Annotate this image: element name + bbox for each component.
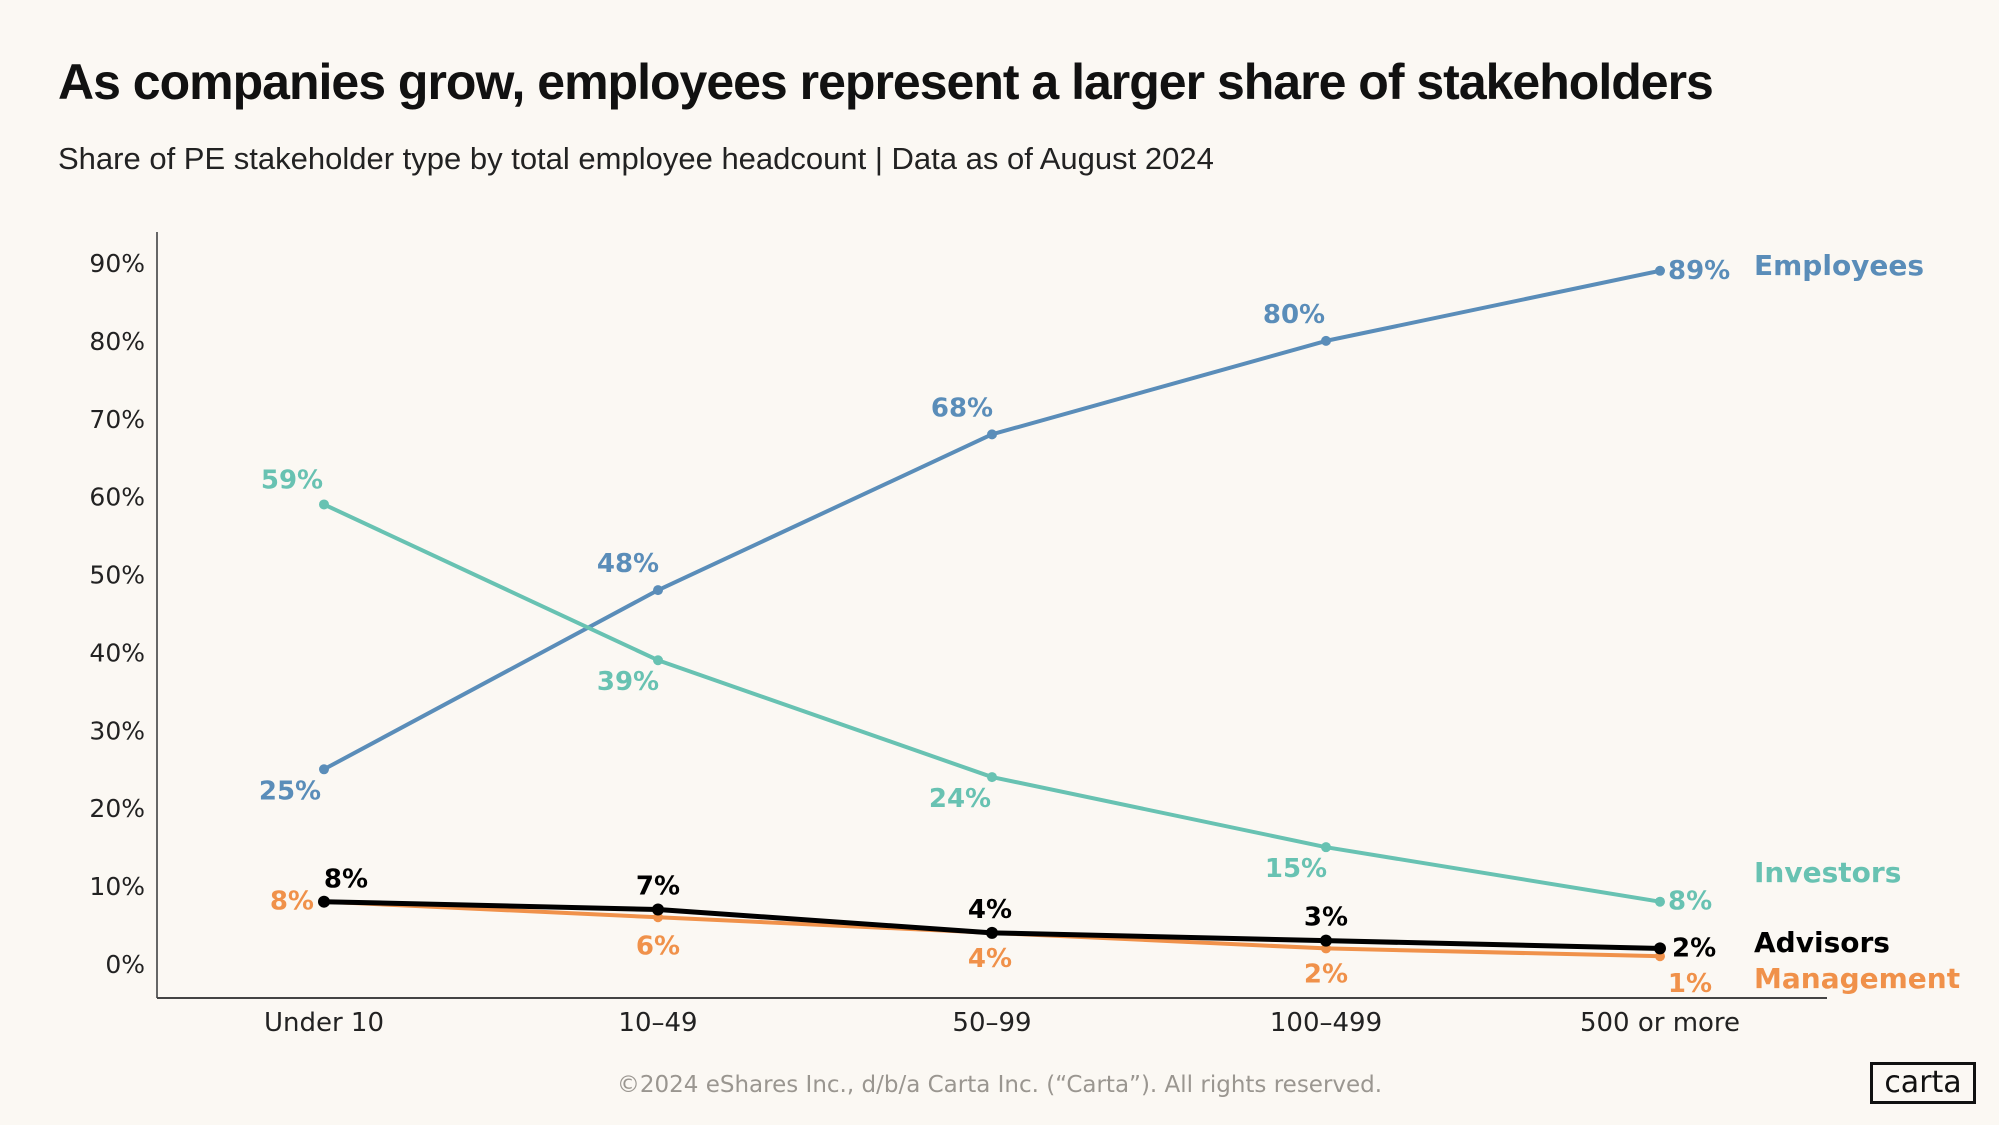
y-tick-label: 50% [89, 561, 145, 590]
investors-point [1655, 896, 1665, 907]
management-data-label: 1% [1668, 969, 1712, 999]
investors-line [323, 502, 1661, 904]
y-tick-label: 40% [89, 638, 145, 667]
investors-data-label: 8% [1668, 887, 1712, 917]
employees-data-label: 68% [931, 393, 993, 423]
x-tick-label: Under 10 [264, 1008, 384, 1038]
employees-line [323, 268, 1661, 772]
management-data-label: 6% [636, 931, 680, 961]
y-tick-label: 30% [89, 716, 145, 745]
investors-data-label: 15% [1265, 854, 1327, 884]
employees-data-label: 80% [1263, 300, 1325, 330]
employees-data-label: 48% [597, 549, 659, 579]
chart-title: As companies grow, employees represent a… [58, 54, 1714, 110]
copyright-footer: ©2024 eShares Inc., d/b/a Carta Inc. (“C… [616, 1072, 1383, 1098]
investors-series-label: Investors [1754, 856, 1901, 889]
employees-point [319, 764, 329, 775]
advisors-point [1320, 934, 1332, 947]
x-tick-label: 50–99 [952, 1008, 1031, 1038]
investors-point [1321, 842, 1331, 853]
advisors-data-label: 4% [968, 895, 1012, 925]
advisors-series-label: Advisors [1754, 926, 1890, 959]
employees-point [653, 585, 663, 596]
y-tick-label: 0% [105, 950, 145, 979]
y-tick-label: 90% [89, 249, 145, 278]
advisors-data-label: 7% [636, 871, 680, 901]
employees-data-label: 89% [1668, 256, 1730, 286]
advisors-point [652, 903, 664, 916]
employees-data-label: 25% [259, 776, 321, 806]
employees-point [987, 429, 997, 440]
advisors-point [986, 926, 998, 939]
employees-point [1321, 335, 1331, 346]
y-tick-label: 10% [89, 872, 145, 901]
carta-logo: carta [1870, 1062, 1976, 1104]
advisors-data-label: 2% [1672, 933, 1716, 963]
y-tick-label: 60% [89, 483, 145, 512]
management-data-label: 8% [270, 887, 314, 917]
advisors-point [1654, 942, 1666, 955]
y-tick-label: 20% [89, 794, 145, 823]
x-tick-label: 500 or more [1580, 1008, 1740, 1038]
employees-series-label: Employees [1754, 249, 1924, 282]
management-data-label: 4% [968, 944, 1012, 974]
y-tick-label: 80% [89, 327, 145, 356]
advisors-data-label: 8% [324, 865, 368, 895]
management-data-label: 2% [1304, 959, 1348, 989]
x-tick-label: 100–499 [1270, 1008, 1382, 1038]
management-series-label: Management [1754, 962, 1960, 995]
investors-data-label: 39% [597, 667, 659, 697]
chart-subtitle: Share of PE stakeholder type by total em… [58, 141, 1214, 176]
x-tick-label: 10–49 [618, 1008, 697, 1038]
investors-point [653, 655, 663, 666]
y-tick-label: 70% [89, 405, 145, 434]
employees-point [1655, 265, 1665, 276]
investors-data-label: 24% [929, 784, 991, 814]
investors-point [319, 499, 329, 510]
investors-point [987, 772, 997, 783]
investors-data-label: 59% [261, 465, 323, 495]
advisors-data-label: 3% [1304, 903, 1348, 933]
advisors-point [318, 895, 330, 908]
